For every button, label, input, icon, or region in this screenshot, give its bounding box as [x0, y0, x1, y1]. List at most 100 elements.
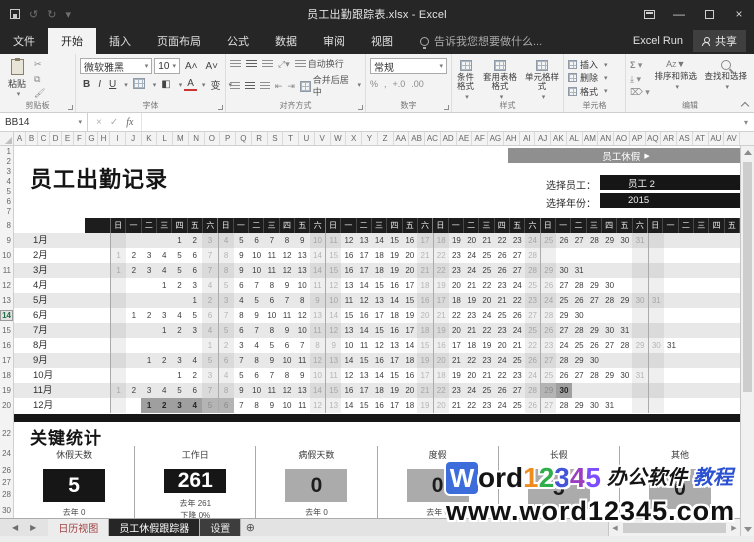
day-cell[interactable]: 19: [405, 311, 415, 320]
column-header-AU[interactable]: AU: [709, 132, 725, 145]
cut-icon[interactable]: ✂: [34, 59, 42, 69]
day-cell[interactable]: 27: [559, 326, 569, 335]
day-cell[interactable]: [710, 368, 725, 383]
sheet-tab-设置[interactable]: 设置: [200, 519, 242, 536]
day-cell[interactable]: 8: [309, 338, 327, 353]
day-cell[interactable]: 20: [451, 326, 461, 335]
day-cell[interactable]: 25: [512, 401, 522, 410]
align-bottom-icon[interactable]: [262, 59, 273, 69]
day-cell[interactable]: 12: [326, 323, 342, 338]
day-cell[interactable]: 26: [497, 251, 507, 260]
undo-icon[interactable]: ↺: [29, 8, 39, 21]
day-cell[interactable]: 15: [374, 326, 384, 335]
day-cell[interactable]: [602, 353, 617, 368]
column-header-AA[interactable]: AA: [394, 132, 410, 145]
day-cell[interactable]: [694, 263, 709, 278]
day-cell[interactable]: 11: [267, 386, 276, 395]
day-cell[interactable]: 1: [131, 311, 137, 320]
bold-button[interactable]: B: [83, 79, 91, 90]
increase-indent-icon[interactable]: ⇥: [287, 81, 295, 91]
qat-customize-icon[interactable]: ▾: [65, 8, 71, 21]
merge-center-button[interactable]: 合并后居中 ▾: [299, 74, 361, 98]
day-cell[interactable]: [679, 278, 694, 293]
day-cell[interactable]: [725, 233, 740, 248]
day-cell[interactable]: 13: [390, 341, 399, 350]
alignment-dialog-launcher[interactable]: [358, 105, 363, 110]
column-header-H[interactable]: H: [98, 132, 110, 145]
day-cell[interactable]: 29: [541, 263, 557, 278]
day-cell[interactable]: 7: [202, 248, 219, 263]
day-cell[interactable]: 1: [146, 356, 152, 365]
row-header-5[interactable]: 5: [6, 187, 11, 196]
day-cell[interactable]: [617, 398, 632, 413]
day-cell[interactable]: [725, 278, 740, 293]
day-cell[interactable]: 11: [267, 251, 276, 260]
day-cell[interactable]: 8: [284, 371, 290, 380]
day-cell[interactable]: [587, 308, 602, 323]
day-cell[interactable]: 27: [524, 308, 542, 323]
day-cell[interactable]: 31: [574, 266, 584, 275]
insert-cells-button[interactable]: 插入 ▾: [568, 58, 621, 71]
day-cell[interactable]: 25: [497, 311, 507, 320]
name-box[interactable]: BB14 ▾: [0, 113, 88, 131]
day-cell[interactable]: 25: [482, 266, 492, 275]
day-cell[interactable]: [111, 353, 127, 368]
day-cell[interactable]: 29: [574, 356, 584, 365]
day-cell[interactable]: 25: [559, 296, 569, 305]
tab-file[interactable]: 文件: [13, 36, 35, 48]
day-cell[interactable]: 12: [297, 311, 307, 320]
row-header-18[interactable]: 18: [2, 371, 11, 380]
day-cell[interactable]: 22: [467, 401, 477, 410]
day-cell[interactable]: 12: [359, 296, 369, 305]
day-cell[interactable]: 22: [482, 281, 492, 290]
day-cell[interactable]: [111, 368, 127, 383]
day-cell[interactable]: [632, 323, 649, 338]
shrink-font-icon[interactable]: A˅: [205, 60, 218, 72]
day-cell[interactable]: 15: [344, 311, 354, 320]
day-cell[interactable]: 7: [202, 263, 219, 278]
column-header-D[interactable]: D: [50, 132, 62, 145]
day-cell[interactable]: 27: [512, 251, 522, 260]
day-cell[interactable]: 1: [177, 236, 182, 245]
day-cell[interactable]: [710, 293, 725, 308]
format-as-table-button[interactable]: 套用表格格式 ▾: [481, 58, 519, 102]
day-cell[interactable]: 16: [405, 371, 415, 380]
day-cell[interactable]: [111, 323, 127, 338]
day-cell[interactable]: 2: [131, 386, 137, 395]
day-cell[interactable]: 16: [374, 401, 384, 410]
day-cell[interactable]: [617, 278, 632, 293]
day-cell[interactable]: 3: [171, 398, 188, 413]
day-cell[interactable]: [648, 368, 664, 383]
day-cell[interactable]: [725, 383, 740, 398]
day-cell[interactable]: 24: [497, 401, 507, 410]
row-header-22[interactable]: 22: [2, 429, 11, 438]
day-cell[interactable]: 1: [141, 398, 157, 413]
day-cell[interactable]: 29: [574, 401, 584, 410]
day-cell[interactable]: 26: [574, 296, 584, 305]
day-cell[interactable]: 21: [417, 383, 434, 398]
day-cell[interactable]: 4: [239, 296, 244, 305]
day-cell[interactable]: 15: [390, 371, 399, 380]
select-all-corner[interactable]: [0, 132, 14, 145]
day-cell[interactable]: 27: [559, 281, 569, 290]
day-cell[interactable]: 16: [344, 266, 354, 275]
column-header-W[interactable]: W: [331, 132, 347, 145]
day-cell[interactable]: 11: [326, 368, 342, 383]
day-cell[interactable]: 5: [218, 278, 234, 293]
day-cell[interactable]: 30: [589, 356, 599, 365]
minimize-button[interactable]: —: [673, 7, 685, 21]
day-cell[interactable]: 28: [605, 296, 615, 305]
day-cell[interactable]: 4: [162, 266, 167, 275]
day-cell[interactable]: 6: [218, 398, 234, 413]
cell-styles-button[interactable]: 单元格样式 ▾: [525, 58, 559, 102]
column-header-B[interactable]: B: [26, 132, 38, 145]
day-cell[interactable]: [694, 278, 709, 293]
row-header-16[interactable]: 16: [2, 341, 11, 350]
day-cell[interactable]: [725, 263, 740, 278]
day-cell[interactable]: [111, 293, 127, 308]
format-painter-icon[interactable]: 🖌: [34, 88, 46, 98]
decrease-indent-icon[interactable]: ⇤: [274, 81, 283, 91]
column-header-AQ[interactable]: AQ: [646, 132, 662, 145]
day-cell[interactable]: 2: [192, 371, 197, 380]
day-cell[interactable]: 17: [405, 281, 415, 290]
